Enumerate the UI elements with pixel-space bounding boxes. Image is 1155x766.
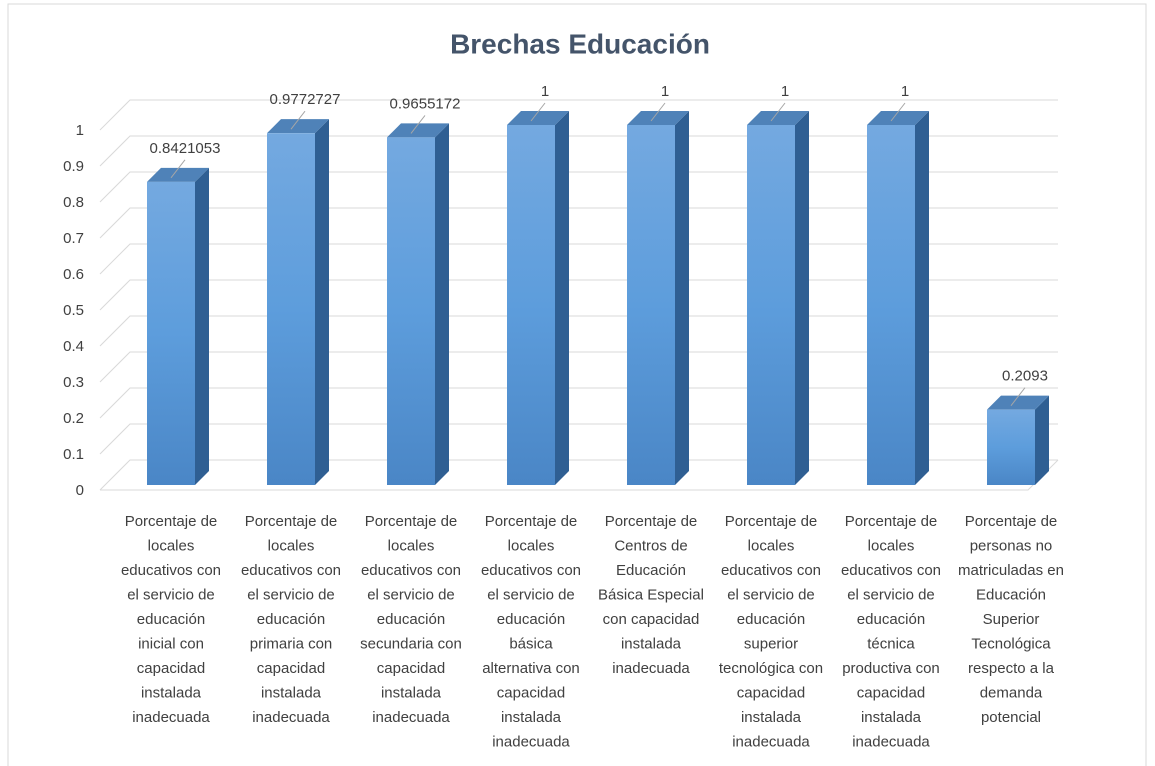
value-label: 0.8421053	[150, 140, 221, 157]
y-tick-label: 0.6	[63, 266, 84, 283]
label-leader	[650, 102, 666, 122]
bar-front	[387, 137, 435, 485]
bar-front	[267, 133, 315, 485]
bar-top	[387, 123, 449, 138]
value-label: 1	[541, 83, 549, 100]
bar	[627, 111, 689, 485]
bar-side	[315, 119, 329, 486]
value-label: 0.9772727	[270, 91, 341, 108]
x-tick-label: Porcentaje de locales educativos con el ser…	[719, 513, 823, 751]
bar-side	[195, 167, 209, 485]
value-label: 1	[901, 83, 909, 100]
label-leader	[170, 159, 186, 179]
bar	[987, 395, 1049, 485]
bar-side	[1035, 395, 1049, 485]
x-tick-label: Porcentaje de locales educativos con el ser…	[841, 513, 941, 751]
bar-front	[747, 125, 795, 485]
bar-side	[675, 111, 689, 485]
bar-front	[147, 181, 195, 485]
label-leader	[770, 102, 786, 122]
label-leader	[290, 110, 306, 130]
y-tick-label: 0.4	[63, 338, 84, 355]
x-tick-label: Porcentaje de locales educativos con el ser…	[360, 513, 462, 726]
bar-side	[795, 111, 809, 485]
y-tick-label: 1	[76, 122, 84, 139]
bar-top	[747, 111, 809, 125]
bar	[147, 167, 209, 485]
x-tick-label: Porcentaje de locales educativos con el ser…	[241, 513, 341, 726]
y-tick-label: 0.5	[63, 302, 84, 319]
bar-top	[867, 111, 929, 125]
value-label: 0.2093	[1002, 368, 1048, 385]
bar	[267, 119, 329, 486]
bar-front	[627, 125, 675, 485]
value-label: 0.9655172	[390, 95, 461, 112]
y-tick-label: 0.1	[63, 446, 84, 463]
bar-top	[147, 167, 209, 182]
y-tick-label: 0.2	[63, 410, 84, 427]
bar	[387, 123, 449, 485]
label-leader	[410, 115, 426, 134]
chart-title: Brechas Educación	[450, 28, 710, 59]
bar-side	[555, 111, 569, 485]
bar-front	[987, 409, 1035, 485]
y-tick-label: 0.9	[63, 158, 84, 175]
x-tick-label: Porcentaje de personas no matriculadas en E…	[958, 513, 1064, 726]
bar-top	[507, 111, 569, 125]
y-tick-label: 0.3	[63, 374, 84, 391]
bar-top	[267, 119, 329, 134]
bar	[747, 111, 809, 485]
grid-line	[99, 99, 1058, 131]
x-tick-label: Porcentaje de locales educativos con el ser…	[481, 513, 581, 751]
bar-side	[915, 111, 929, 485]
bar-top	[627, 111, 689, 125]
label-leader	[890, 102, 906, 122]
bar-front	[507, 125, 555, 485]
y-tick-label: 0.7	[63, 230, 84, 247]
y-tick-label: 0	[76, 482, 84, 499]
bar-front	[867, 125, 915, 485]
bar-side	[435, 123, 449, 485]
label-leader	[530, 102, 546, 122]
value-label: 1	[781, 83, 789, 100]
y-tick-label: 0.8	[63, 194, 84, 211]
bar	[867, 111, 929, 485]
bar	[507, 111, 569, 485]
x-tick-label: Porcentaje de Centros de Educación Básica E…	[598, 513, 704, 677]
x-tick-label: Porcentaje de locales educativos con el ser…	[121, 513, 221, 726]
label-leader	[1010, 387, 1026, 406]
value-label: 1	[661, 83, 669, 100]
bar-top	[987, 395, 1049, 410]
